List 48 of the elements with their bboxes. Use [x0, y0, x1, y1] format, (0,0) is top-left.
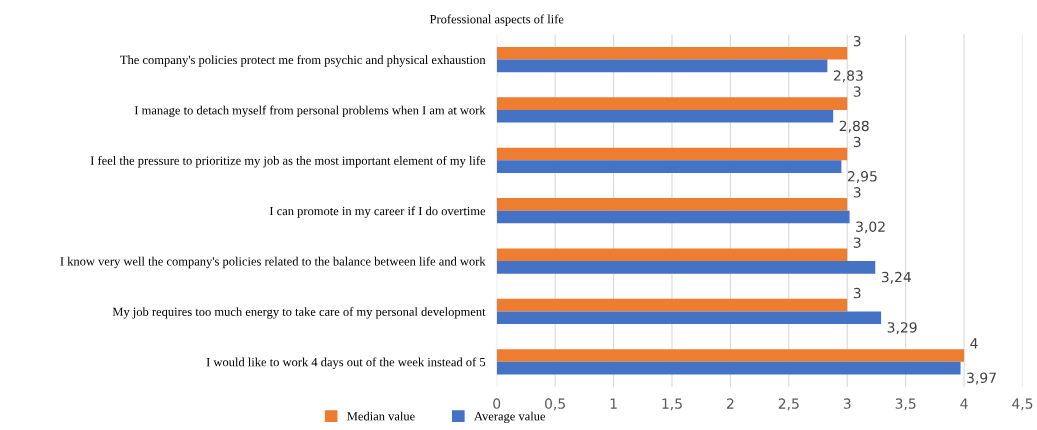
bar — [496, 97, 848, 110]
data-label: 3 — [853, 237, 861, 248]
bar — [496, 361, 961, 375]
data-label: 3,29 — [887, 322, 917, 335]
y-tick-label: I manage to detach myself from personal problems when I am at work — [134, 105, 486, 118]
bar — [496, 349, 965, 362]
y-tick-label: My job requires too much energy to take care of my personal development — [112, 307, 486, 319]
data-label: 3,24 — [881, 271, 911, 284]
bar — [496, 261, 876, 274]
bar — [496, 109, 834, 123]
x-tick-label: 2,5 — [778, 398, 799, 411]
bar — [496, 46, 848, 60]
x-tick-label: 4 — [960, 398, 968, 409]
data-label: 3 — [853, 35, 861, 47]
bar — [496, 311, 882, 325]
x-tick-label: 0,5 — [545, 398, 565, 411]
data-label: 3,97 — [967, 372, 996, 385]
bar — [496, 248, 848, 262]
chart-title: Professional aspects of life — [429, 14, 564, 26]
y-tick-label: I feel the pressure to prioritize my job as the most important element of my life — [90, 155, 486, 168]
y-tick-label: I would like to work 4 days out of the week instead of 5 — [206, 357, 486, 369]
x-tick-label: 1,5 — [662, 398, 682, 411]
y-tick-label: I know very well the company's policies related to the balance between life and work — [60, 256, 486, 269]
data-label: 3 — [853, 136, 861, 148]
data-label: 3 — [853, 86, 861, 97]
x-tick-label: 0 — [493, 398, 501, 409]
x-tick-label: 3,5 — [895, 398, 916, 411]
data-label: 2,88 — [839, 120, 869, 133]
bar — [496, 59, 828, 73]
data-label: 2,95 — [847, 171, 877, 183]
legend-label: Average value — [474, 411, 546, 424]
data-label: 3,02 — [856, 221, 885, 234]
x-tick-label: 1 — [610, 398, 617, 409]
x-tick-label: 2 — [726, 398, 734, 409]
bar — [496, 160, 842, 173]
data-label: 3 — [853, 187, 861, 198]
bar — [496, 210, 850, 224]
x-tick-label: 3 — [843, 398, 851, 409]
y-tick-label: I can promote in my career if I do overtime — [269, 206, 486, 218]
data-label: 4 — [970, 338, 978, 349]
bar — [496, 298, 848, 312]
bar — [496, 147, 848, 161]
x-tick-label: 4,5 — [1012, 398, 1033, 411]
data-label: 3 — [853, 287, 861, 299]
data-label: 2,83 — [833, 70, 863, 83]
legend-label: Median value — [347, 411, 415, 421]
y-tick-label: The company's policies protect me from psychic and physical exhaustion — [120, 55, 486, 67]
bar — [496, 198, 848, 211]
